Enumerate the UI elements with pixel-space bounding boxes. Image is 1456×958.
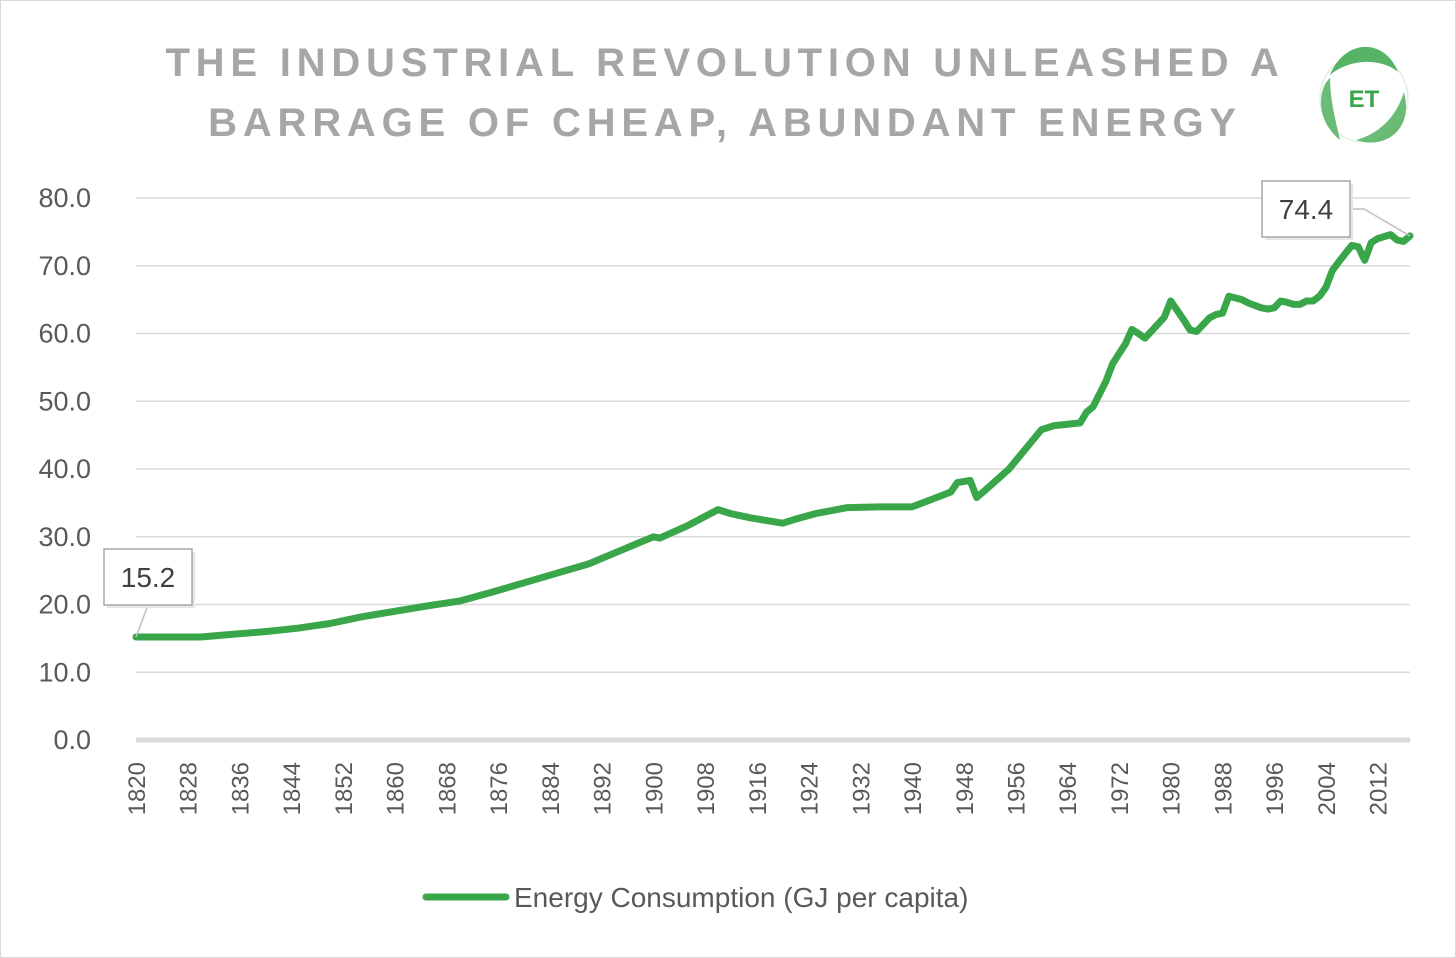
x-tick-label: 1940: [900, 762, 927, 815]
data-label-callout: 74.4: [1261, 180, 1411, 240]
logo-text: ET: [1349, 86, 1380, 113]
series-line-energy-consumption: [132, 231, 1414, 641]
callout-leader: [135, 604, 149, 638]
y-tick-label: 50.0: [38, 386, 91, 416]
x-tick-label: 1820: [124, 762, 151, 815]
x-tick-label: 1980: [1159, 762, 1186, 815]
gridlines: [136, 197, 1410, 673]
x-tick-label: 2004: [1314, 762, 1341, 815]
x-tick-label: 1908: [693, 762, 720, 815]
x-tick-label: 1988: [1210, 762, 1237, 815]
logo-badge: ET: [1319, 46, 1409, 143]
x-tick-label: 1924: [797, 762, 824, 815]
y-tick-label: 10.0: [38, 657, 91, 687]
leaf-icon: [1330, 46, 1398, 75]
x-tick-label: 1932: [848, 762, 875, 815]
data-label-value: 74.4: [1279, 194, 1334, 225]
legend-label: Energy Consumption (GJ per capita): [514, 882, 968, 913]
chart-title: THE INDUSTRIAL REVOLUTION UNLEASHED A BAR…: [165, 41, 1284, 145]
callout-box: [1261, 180, 1351, 238]
x-tick-label: 1860: [383, 762, 410, 815]
legend: Energy Consumption (GJ per capita): [422, 882, 968, 913]
y-axis-ticks: 0.0 10.0 20.0 30.0 40.0 50.0 60.0 70.0 80.0: [38, 183, 91, 755]
y-tick-label: 40.0: [38, 454, 91, 484]
x-tick-label: 1948: [952, 762, 979, 815]
x-tick-label: 1900: [641, 762, 668, 815]
x-tick-label: 1956: [1004, 762, 1031, 815]
leaf-icon: [1356, 92, 1407, 143]
data-label-value: 15.2: [121, 562, 176, 593]
x-tick-label: 1852: [331, 762, 358, 815]
leaf-icon: [1320, 78, 1340, 140]
x-tick-label: 1868: [434, 762, 461, 815]
y-tick-label: 80.0: [38, 183, 91, 213]
x-tick-label: 1892: [590, 762, 617, 815]
x-tick-label: 1996: [1262, 762, 1289, 815]
y-tick-label: 70.0: [38, 251, 91, 281]
x-tick-label: 1876: [486, 762, 513, 815]
data-labels: 15.2 74.4: [103, 180, 1411, 638]
y-tick-label: 60.0: [38, 319, 91, 349]
y-tick-label: 0.0: [53, 725, 91, 755]
chart-title-line: BARRAGE OF CHEAP, ABUNDANT ENERGY: [208, 101, 1242, 145]
y-tick-label: 30.0: [38, 522, 91, 552]
x-axis-ticks: 1820 1828 1836 1844 1852 1860 1868 1876 1884 1892…: [124, 762, 1393, 815]
x-tick-label: 1964: [1055, 762, 1082, 815]
x-tick-label: 1844: [279, 762, 306, 815]
chart-title-line: THE INDUSTRIAL REVOLUTION UNLEASHED A: [165, 41, 1284, 85]
data-label-callout: 15.2: [103, 548, 195, 638]
x-tick-label: 1828: [176, 762, 203, 815]
x-tick-label: 2012: [1366, 762, 1393, 815]
callout-box: [103, 548, 193, 606]
y-tick-label: 20.0: [38, 590, 91, 620]
x-tick-label: 1916: [745, 762, 772, 815]
x-tick-label: 1836: [227, 762, 254, 815]
x-tick-label: 1972: [1107, 762, 1134, 815]
callout-leader: [1350, 208, 1411, 237]
x-tick-label: 1884: [538, 762, 565, 815]
